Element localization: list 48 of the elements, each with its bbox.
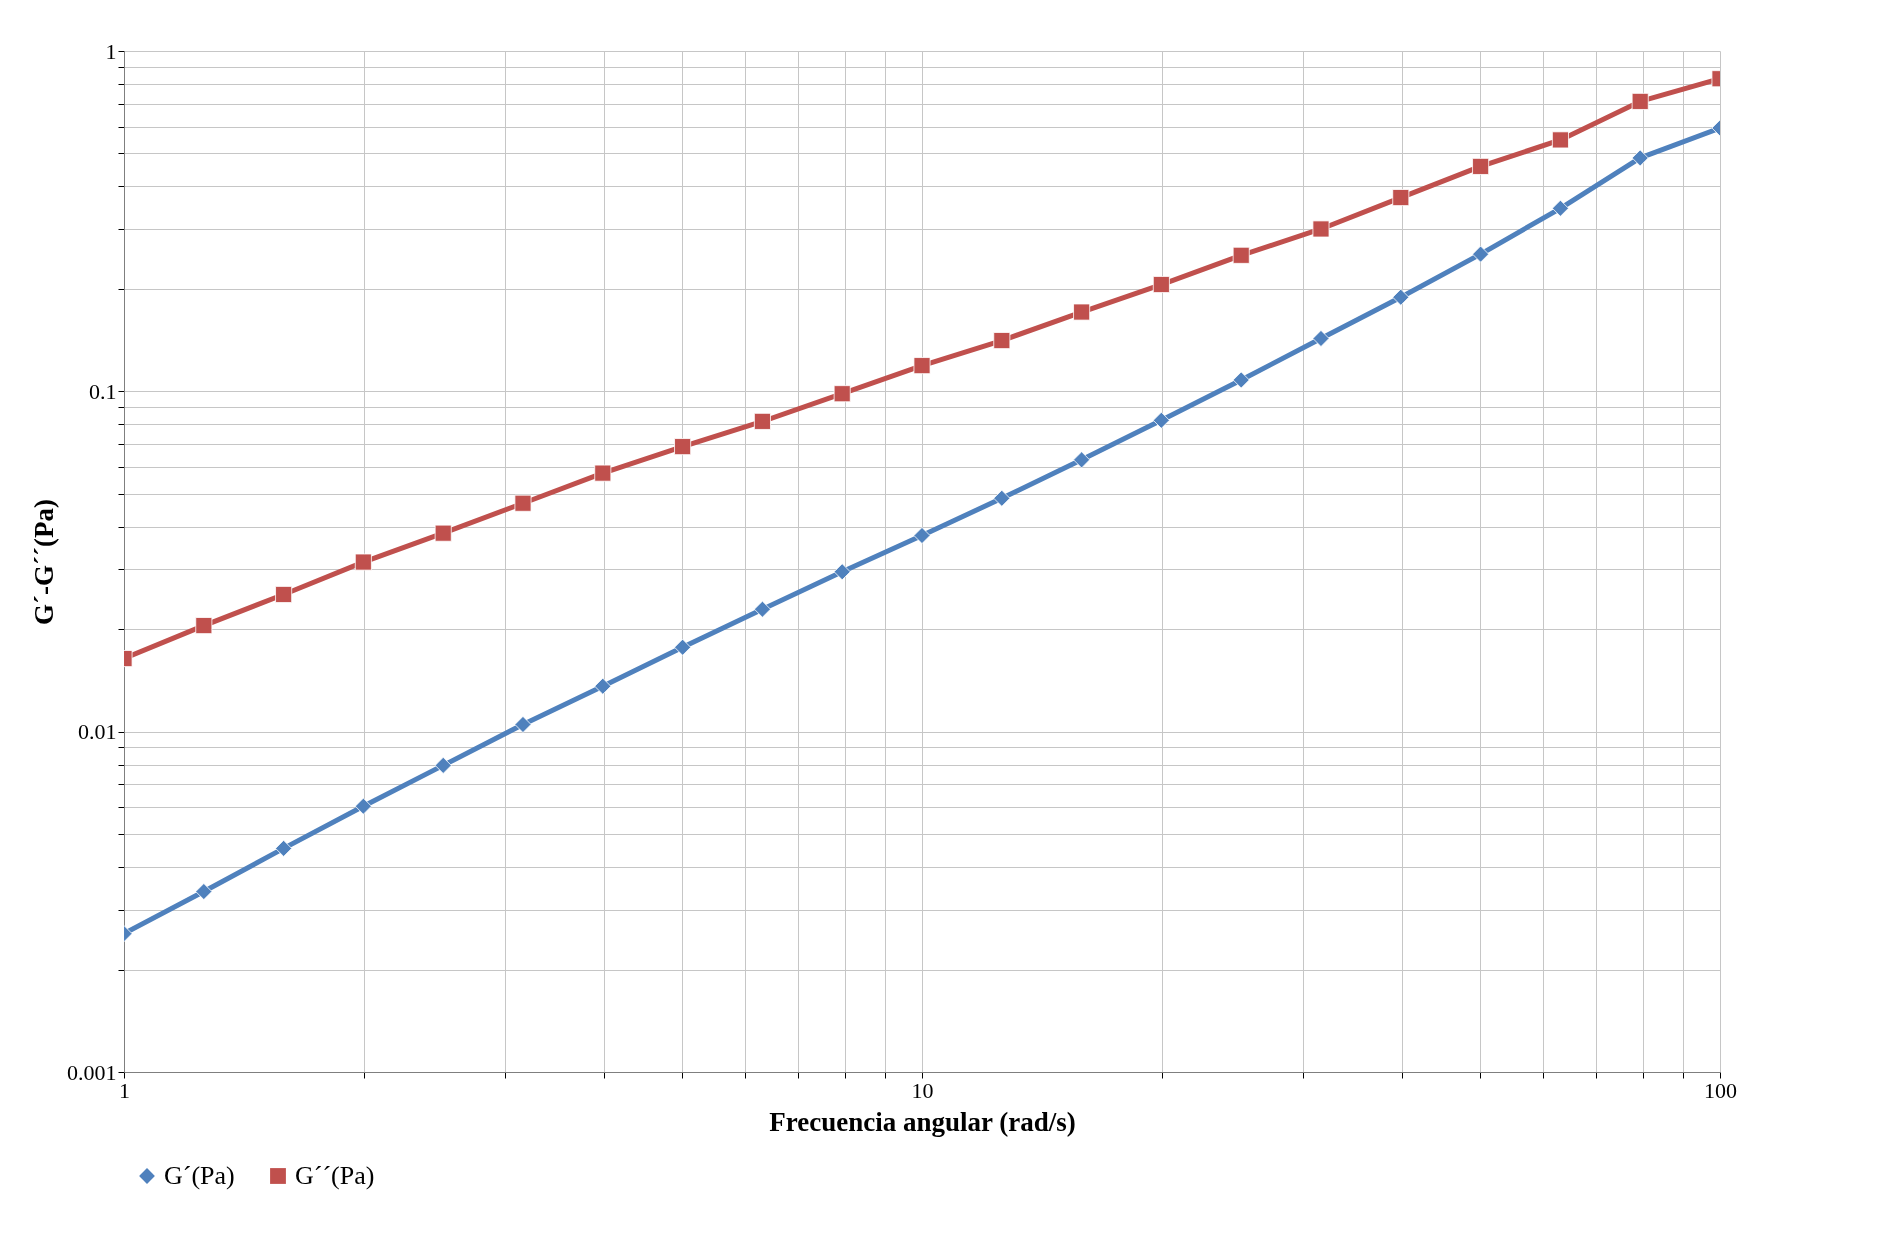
point bbox=[354, 553, 372, 571]
point bbox=[1631, 92, 1649, 110]
y-tick-label: 0.1 bbox=[89, 378, 117, 404]
legend-label: G´(Pa) bbox=[164, 1161, 235, 1190]
point bbox=[1551, 131, 1569, 149]
point bbox=[1551, 199, 1569, 217]
point bbox=[354, 797, 372, 815]
point bbox=[1312, 330, 1330, 347]
point bbox=[594, 677, 612, 695]
point bbox=[434, 756, 452, 774]
point bbox=[1073, 303, 1091, 321]
point bbox=[674, 638, 692, 656]
point bbox=[1631, 149, 1649, 167]
point bbox=[275, 839, 293, 857]
point bbox=[1472, 157, 1490, 175]
x-tick-label: 100 bbox=[1704, 1077, 1737, 1103]
y-tick-label: 0.01 bbox=[78, 719, 117, 745]
point bbox=[1073, 451, 1091, 469]
point bbox=[1152, 411, 1170, 429]
point bbox=[275, 586, 293, 603]
point bbox=[195, 883, 213, 901]
point bbox=[1392, 288, 1410, 306]
x-axis-title: Frecuencia angular (rad/s) bbox=[769, 1106, 1076, 1137]
point bbox=[594, 464, 612, 482]
y-tick-label: 1 bbox=[105, 38, 117, 64]
point bbox=[913, 527, 931, 544]
point bbox=[1152, 276, 1170, 293]
point bbox=[514, 715, 532, 733]
point bbox=[753, 600, 771, 618]
point bbox=[434, 524, 452, 542]
x-tick-label: 10 bbox=[911, 1077, 934, 1103]
point bbox=[1312, 220, 1330, 238]
point bbox=[993, 332, 1011, 350]
point bbox=[674, 438, 692, 456]
point bbox=[514, 494, 532, 512]
point bbox=[1392, 189, 1410, 207]
point bbox=[833, 563, 851, 581]
y-tick-label: 0.001 bbox=[67, 1059, 117, 1085]
legend-label: G´´(Pa) bbox=[295, 1161, 375, 1190]
point bbox=[833, 385, 851, 403]
point bbox=[1472, 245, 1490, 263]
point bbox=[753, 412, 771, 430]
point bbox=[993, 489, 1011, 507]
point bbox=[1232, 371, 1250, 389]
y-axis-title: G´-G´´(Pa) bbox=[29, 499, 59, 625]
point bbox=[913, 357, 931, 375]
point bbox=[195, 617, 213, 635]
point bbox=[1232, 246, 1250, 264]
